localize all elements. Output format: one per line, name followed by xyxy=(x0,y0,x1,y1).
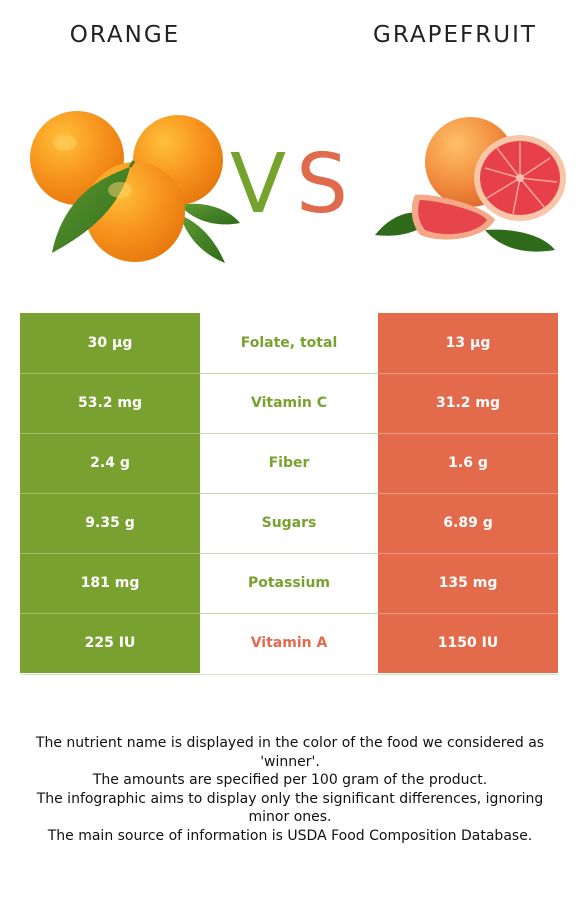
table-row: 53.2 mg Vitamin C 31.2 mg xyxy=(20,373,558,433)
row-divider xyxy=(200,373,378,374)
row-divider xyxy=(20,613,200,614)
table-row: 225 IU Vitamin A 1150 IU xyxy=(20,613,558,673)
row-divider xyxy=(378,613,558,614)
orange-value: 9.35 g xyxy=(20,493,200,553)
row-divider xyxy=(20,373,200,374)
vs-s-letter: S xyxy=(296,137,349,232)
footnote: The amounts are specified per 100 gram o… xyxy=(92,772,488,788)
nutrient-name: Sugars xyxy=(200,493,378,553)
nutrient-name: Vitamin A xyxy=(200,613,378,673)
nutrient-name: Vitamin C xyxy=(200,373,378,433)
footnote: The nutrient name is displayed in the co… xyxy=(35,735,545,770)
row-divider xyxy=(20,433,200,434)
table-row: 181 mg Potassium 135 mg xyxy=(20,553,558,613)
nutrient-name: Fiber xyxy=(200,433,378,493)
row-divider xyxy=(200,613,378,614)
row-divider xyxy=(200,553,378,554)
comparison-table: 30 µg Folate, total 13 µg 53.2 mg Vitami… xyxy=(20,313,558,675)
nutrient-name: Folate, total xyxy=(200,313,378,373)
grapefruit-value: 31.2 mg xyxy=(378,373,558,433)
orange-value: 225 IU xyxy=(20,613,200,673)
grapefruit-value: 135 mg xyxy=(378,553,558,613)
table-row: 9.35 g Sugars 6.89 g xyxy=(20,493,558,553)
grapefruit-image xyxy=(375,117,566,252)
orange-value: 30 µg xyxy=(20,313,200,373)
nutrient-name: Potassium xyxy=(200,553,378,613)
row-divider xyxy=(378,493,558,494)
grapefruit-value: 13 µg xyxy=(378,313,558,373)
table-row: 2.4 g Fiber 1.6 g xyxy=(20,433,558,493)
vs-v-letter: V xyxy=(230,137,287,232)
orange-value: 181 mg xyxy=(20,553,200,613)
row-divider xyxy=(20,493,200,494)
grapefruit-value: 1.6 g xyxy=(378,433,558,493)
orange-value: 53.2 mg xyxy=(20,373,200,433)
grapefruit-value: 6.89 g xyxy=(378,493,558,553)
row-divider xyxy=(378,553,558,554)
footnotes: The nutrient name is displayed in the co… xyxy=(30,734,550,845)
orange-title: ORANGE xyxy=(69,22,181,48)
table-row: 30 µg Folate, total 13 µg xyxy=(20,313,558,373)
orange-value: 2.4 g xyxy=(20,433,200,493)
grapefruit-title: GRAPEFRUIT xyxy=(373,22,537,48)
row-divider xyxy=(378,433,558,434)
row-divider xyxy=(378,373,558,374)
vs-label: V S xyxy=(222,140,362,230)
footnote: The infographic aims to display only the… xyxy=(36,790,544,826)
row-divider xyxy=(200,433,378,434)
grapefruit-value: 1150 IU xyxy=(378,613,558,673)
orange-image xyxy=(30,111,240,263)
row-divider xyxy=(200,493,378,494)
row-divider xyxy=(20,553,200,554)
footnote: The main source of information is USDA F… xyxy=(47,827,533,844)
